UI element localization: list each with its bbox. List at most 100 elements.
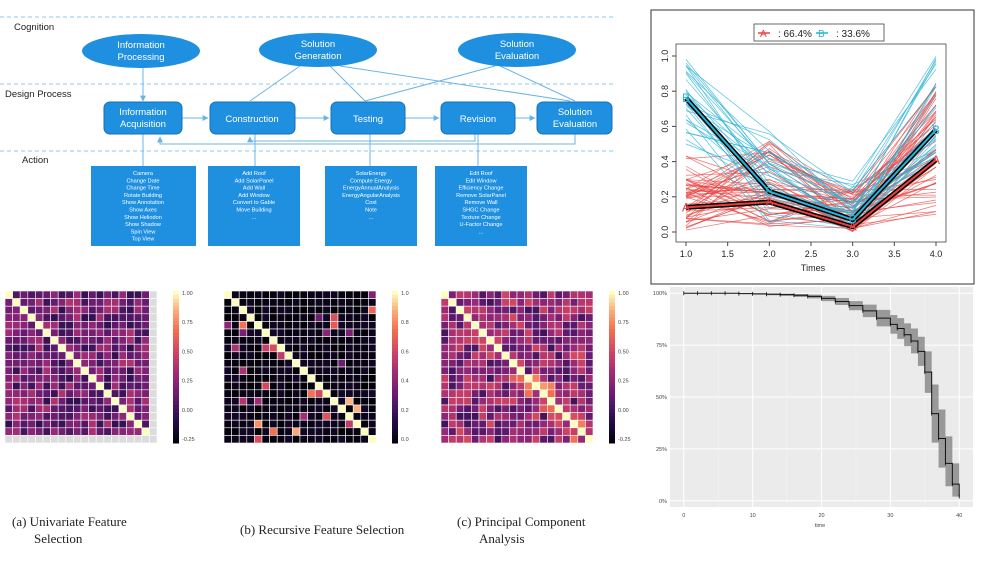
heatmap-cell — [118, 305, 127, 315]
heatmap-cell — [531, 366, 541, 375]
heatmap-cell — [12, 305, 21, 315]
heatmap-cell — [509, 321, 518, 330]
action-item: Texture Change — [461, 215, 501, 221]
heatmap-cell — [516, 313, 525, 322]
heatmap-cell — [509, 412, 518, 421]
heatmap-cell — [284, 343, 293, 353]
heatmap-cell — [299, 298, 308, 307]
heatmap-cell — [111, 321, 120, 330]
heatmap-cell — [307, 298, 316, 307]
survival-y-tick: 25% — [656, 447, 667, 453]
heatmap-cell — [238, 404, 248, 413]
heatmap-cell — [254, 412, 263, 421]
heatmap-cell — [4, 313, 13, 322]
heatmap-cell — [299, 404, 308, 413]
heatmap-cell — [440, 412, 449, 421]
heatmap-cell — [4, 435, 13, 444]
heatmap-cell — [524, 381, 533, 391]
heatmap-cell — [569, 397, 579, 406]
heatmap-cell — [57, 427, 67, 436]
heatmap-cell — [284, 313, 293, 322]
process-node-revision: Revision — [440, 101, 516, 135]
heatmap-cell — [299, 412, 308, 421]
heatmap-cell — [509, 374, 518, 383]
heatmap-cell — [19, 290, 29, 299]
heatmap-cell — [284, 366, 293, 375]
heatmap-cell — [577, 374, 586, 383]
heatmap-cell — [501, 366, 510, 375]
heatmap-cell — [284, 298, 293, 307]
heatmap-cell — [35, 321, 44, 330]
heatmap-cell — [531, 313, 541, 322]
heatmap-cell — [19, 389, 29, 398]
heatmap-cell — [524, 305, 533, 315]
heatmap-cell — [4, 366, 13, 375]
heatmap-cell — [80, 419, 89, 429]
heatmap-cell — [88, 351, 97, 360]
heatmap-cell — [562, 435, 571, 444]
heatmap-cell — [111, 328, 120, 337]
heatmap-cell — [501, 412, 510, 421]
heatmap-cell — [269, 298, 278, 307]
heatmap-cell — [509, 298, 518, 307]
heatmap-cell — [585, 389, 594, 398]
heatmap-cell — [577, 359, 586, 368]
heatmap-cell — [368, 419, 377, 429]
heatmap-cell — [65, 359, 74, 368]
heatmap-cell — [50, 336, 59, 345]
heatmap-cell — [292, 336, 301, 345]
action-item: Show Shadow — [125, 222, 162, 228]
heatmap-cell — [50, 419, 59, 429]
heatmap-cell — [486, 412, 495, 421]
heatmap-cell — [238, 321, 248, 330]
heatmap-cell — [231, 336, 240, 345]
survival-x-axis-label: time — [815, 523, 825, 529]
heatmap-cell — [577, 397, 586, 406]
heatmap-cell — [292, 366, 301, 375]
heatmap-cell — [12, 313, 21, 322]
heatmap-cell — [50, 427, 59, 436]
heatmap-cell — [111, 381, 120, 391]
heatmap-cell — [577, 298, 586, 307]
heatmap-cell — [238, 374, 248, 383]
heatmap-cell — [223, 343, 232, 353]
heatmap-cell — [149, 397, 158, 406]
heatmap-cell — [254, 419, 263, 429]
heatmap-cell — [292, 298, 301, 307]
heatmap-cell — [478, 427, 487, 436]
heatmap-cell — [95, 313, 105, 322]
cluster-legend: A : 66.4% B : 33.6% — [753, 23, 885, 42]
heatmap-cell — [269, 321, 278, 330]
action-item: Remove SolarPanel — [456, 193, 506, 199]
heatmap-cell — [448, 290, 457, 299]
heatmap-cell — [27, 336, 36, 345]
heatmap-cell — [73, 427, 82, 436]
heatmap-cell — [539, 366, 548, 375]
heatmap-cell — [368, 366, 377, 375]
heatmap-cell — [322, 427, 331, 436]
heatmap-cell — [455, 359, 465, 368]
heatmap-cell — [440, 328, 449, 337]
heatmap-cell — [103, 321, 112, 330]
heatmap-cell — [141, 435, 150, 444]
heatmap-cell — [276, 343, 286, 353]
heatmap-cell — [27, 435, 36, 444]
heatmap-cell — [292, 374, 301, 383]
heatmap-cell — [493, 412, 503, 421]
heatmap-cell — [149, 427, 158, 436]
colorbar-tick: -0.25 — [618, 437, 631, 443]
heatmap-cell — [246, 404, 255, 413]
heatmap-cell — [360, 321, 369, 330]
cluster-x-tick: 1.0 — [680, 249, 693, 259]
heatmap-cell — [238, 419, 248, 429]
heatmap-cell — [509, 336, 518, 345]
heatmap-cell — [50, 343, 59, 353]
heatmap-cell — [524, 397, 533, 406]
layer-label-action: Action — [22, 155, 48, 166]
heatmap-cell — [440, 351, 449, 360]
heatmap-cell — [455, 427, 465, 436]
svg-text:Solution: Solution — [558, 107, 592, 118]
heatmap-cell — [299, 427, 308, 436]
heatmap-cell — [539, 298, 548, 307]
